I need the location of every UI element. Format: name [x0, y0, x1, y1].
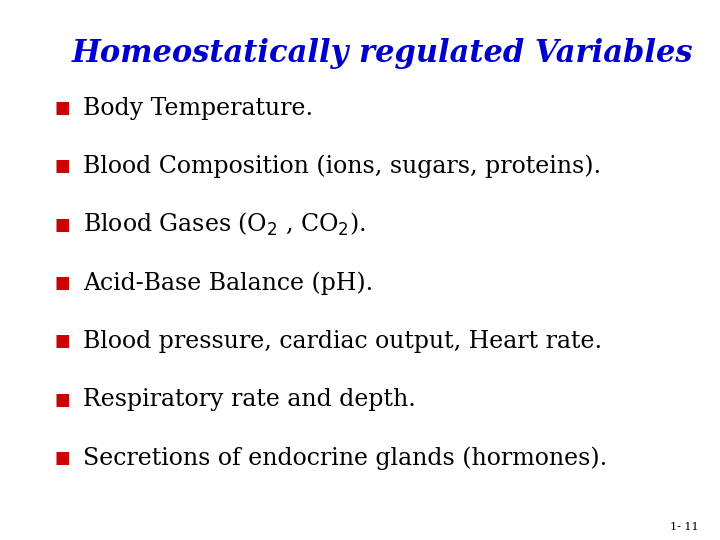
Text: Blood Composition (ions, sugars, proteins).: Blood Composition (ions, sugars, protein…: [83, 154, 601, 178]
Text: ■: ■: [54, 390, 70, 409]
Text: ■: ■: [54, 99, 70, 117]
Text: Blood pressure, cardiac output, Heart rate.: Blood pressure, cardiac output, Heart ra…: [83, 330, 602, 353]
Text: Respiratory rate and depth.: Respiratory rate and depth.: [83, 388, 415, 411]
Text: ■: ■: [54, 157, 70, 176]
Text: 1- 11: 1- 11: [670, 522, 698, 532]
Text: ■: ■: [54, 274, 70, 292]
Text: Acid-Base Balance (pH).: Acid-Base Balance (pH).: [83, 271, 373, 295]
Text: Secretions of endocrine glands (hormones).: Secretions of endocrine glands (hormones…: [83, 446, 607, 470]
Text: ■: ■: [54, 332, 70, 350]
Text: Homeostatically regulated Variables: Homeostatically regulated Variables: [72, 38, 693, 69]
Text: ■: ■: [54, 215, 70, 234]
Text: ■: ■: [54, 449, 70, 467]
Text: Blood Gases (O$_2$ , CO$_2$).: Blood Gases (O$_2$ , CO$_2$).: [83, 211, 366, 238]
Text: Body Temperature.: Body Temperature.: [83, 97, 313, 119]
